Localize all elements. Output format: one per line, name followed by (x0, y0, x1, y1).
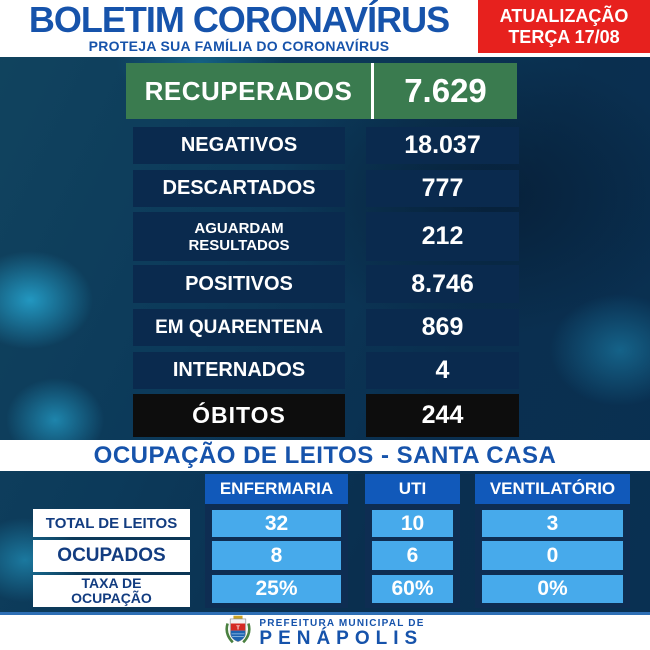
stat-row-recuperados: RECUPERADOS 7.629 (126, 63, 517, 119)
enfermaria-ocupados-cell: 8 (212, 541, 341, 570)
occupancy-column-enfermaria: ENFERMARIA 32 8 25% (205, 474, 348, 608)
update-badge-line2: TERÇA 17/08 (508, 26, 620, 47)
page-title: BOLETIM CORONAVÍRUS (28, 0, 450, 40)
enfermaria-total-cell: 32 (212, 510, 341, 537)
enfermaria-taxa-cell: 25% (212, 575, 341, 603)
ventilatorio-total-cell: 3 (482, 510, 623, 537)
enfermaria-header: ENFERMARIA (205, 474, 348, 504)
logo-letter: T (237, 625, 241, 631)
header-band: BOLETIM CORONAVÍRUS PROTEJA SUA FAMÍLIA … (0, 0, 650, 57)
occupancy-column-uti: UTI 10 6 60% (365, 474, 460, 608)
internados-label: INTERNADOS (133, 352, 345, 389)
quarentena-value: 869 (366, 309, 519, 346)
negativos-label: NEGATIVOS (133, 127, 345, 164)
quarentena-label: EM QUARENTENA (133, 309, 345, 346)
footer-org-line1: PREFEITURA MUNICIPAL DE (259, 617, 425, 629)
occupancy-rowlabel-total-de-leitos: TOTAL DE LEITOS (33, 509, 190, 537)
uti-total-cell: 10 (372, 510, 453, 537)
uti-ocupados-cell: 6 (372, 541, 453, 570)
stat-row-negativos: NEGATIVOS 18.037 (0, 127, 650, 164)
occupancy-rowlabel-ocupados: OCUPADOS (33, 540, 190, 572)
ventilatorio-header: VENTILATÓRIO (475, 474, 630, 504)
occupancy-rowlabel-taxa-de-ocupacao: TAXA DE OCUPAÇÃO (33, 575, 190, 607)
ventilatorio-ocupados-cell: 0 (482, 541, 623, 570)
occupancy-column-ventilatorio: VENTILATÓRIO 3 0 0% (475, 474, 630, 608)
descartados-label: DESCARTADOS (133, 170, 345, 207)
aguardam-value: 212 (366, 212, 519, 261)
ventilatorio-taxa-cell: 0% (482, 575, 623, 603)
aguardam-label: AGUARDAM RESULTADOS (188, 219, 290, 254)
update-badge-line1: ATUALIZAÇÃO (499, 5, 629, 26)
uti-taxa-cell: 60% (372, 575, 453, 603)
recuperados-label: RECUPERADOS (144, 75, 353, 106)
stat-row-obitos: ÓBITOS 244 (0, 394, 650, 437)
occupancy-title: OCUPAÇÃO DE LEITOS - SANTA CASA (93, 441, 557, 469)
stat-row-em-quarentena: EM QUARENTENA 869 (0, 309, 650, 346)
stat-row-descartados: DESCARTADOS 777 (0, 170, 650, 207)
stat-row-aguardam-resultados: AGUARDAM RESULTADOS 212 (0, 212, 650, 261)
recuperados-divider (371, 63, 374, 119)
uti-header: UTI (365, 474, 460, 504)
page-subtitle: PROTEJA SUA FAMÍLIA DO CORONAVÍRUS (88, 38, 390, 54)
update-badge: ATUALIZAÇÃO TERÇA 17/08 (478, 0, 650, 53)
obitos-value: 244 (366, 394, 519, 437)
obitos-label: ÓBITOS (133, 394, 345, 437)
coat-of-arms-logo-icon: T (225, 613, 251, 650)
footer-band: T PREFEITURA MUNICIPAL DE PENÁPOLIS (0, 612, 650, 650)
positivos-label: POSITIVOS (133, 265, 345, 303)
internados-value: 4 (366, 352, 519, 389)
stat-row-internados: INTERNADOS 4 (0, 352, 650, 389)
negativos-value: 18.037 (366, 127, 519, 164)
footer-org-line2: PENÁPOLIS (259, 627, 424, 649)
positivos-value: 8.746 (366, 265, 519, 303)
recuperados-value: 7.629 (404, 72, 487, 109)
occupancy-title-band: OCUPAÇÃO DE LEITOS - SANTA CASA (0, 440, 650, 471)
descartados-value: 777 (366, 170, 519, 207)
stat-row-positivos: POSITIVOS 8.746 (0, 265, 650, 303)
